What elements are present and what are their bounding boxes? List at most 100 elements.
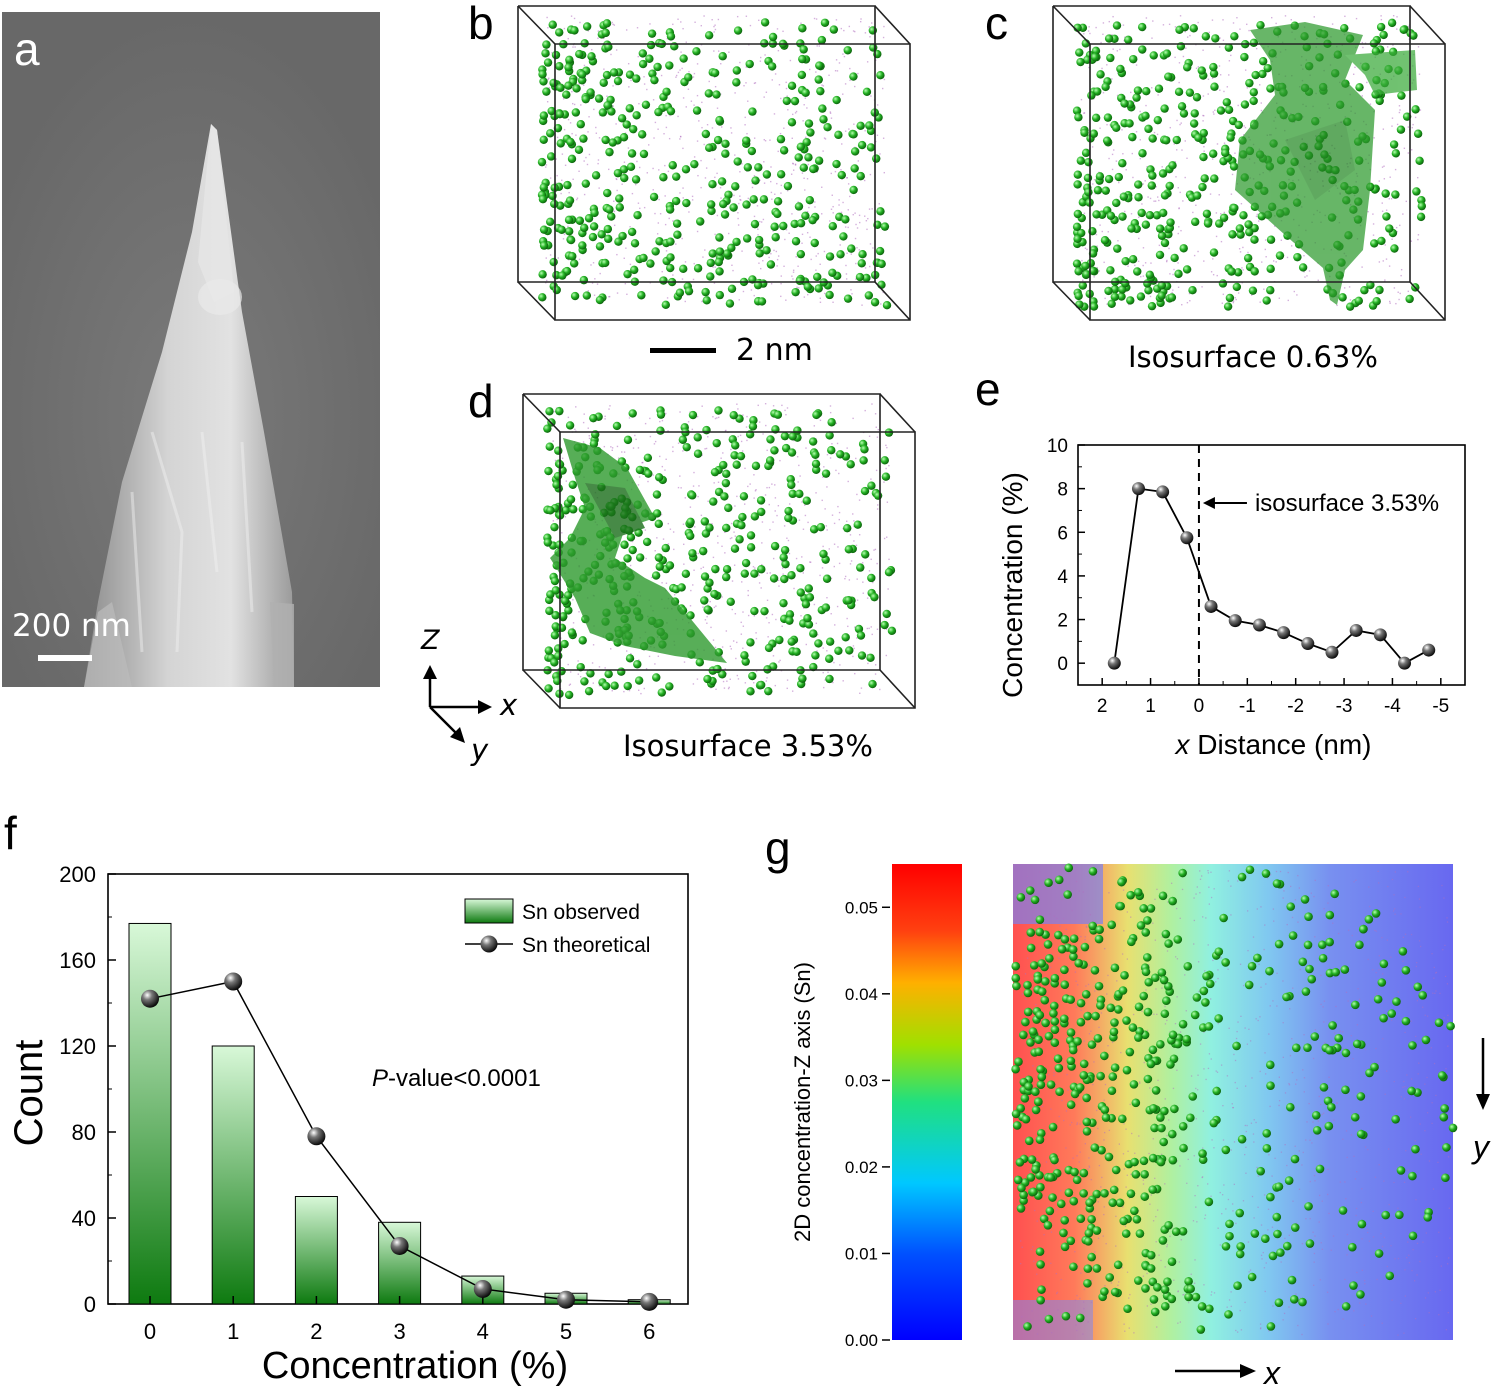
- purple-dot: [1175, 176, 1177, 178]
- purple-dot: [683, 563, 685, 565]
- sn-atom: [825, 252, 835, 261]
- sn-atom: [599, 78, 608, 87]
- purple-dot: [826, 486, 828, 488]
- purple-dot: [1196, 1089, 1199, 1091]
- sn-atom: [825, 431, 834, 440]
- purple-dot: [1355, 1207, 1358, 1210]
- purple-dot: [1263, 1194, 1266, 1196]
- purple-dot: [1393, 1181, 1395, 1184]
- purple-dot: [687, 421, 690, 423]
- sn-atom: [625, 654, 635, 663]
- sn-atom: [619, 133, 629, 142]
- purple-dot: [867, 217, 869, 220]
- sn-atom: [722, 249, 732, 258]
- purple-dot: [1250, 1122, 1253, 1124]
- purple-dot: [1033, 1260, 1035, 1262]
- purple-dot: [572, 178, 574, 181]
- purple-dot: [796, 286, 798, 288]
- purple-dot: [1080, 935, 1082, 938]
- purple-dot: [1272, 908, 1275, 910]
- y-tick-label: 4: [1057, 567, 1068, 588]
- sn-atom: [1113, 244, 1122, 253]
- purple-dot: [1166, 1245, 1168, 1248]
- sn-atom: [1133, 1276, 1143, 1285]
- purple-dot: [692, 76, 695, 78]
- sn-atom: [841, 215, 850, 224]
- purple-dot: [1197, 1185, 1199, 1187]
- sn-atom: [1391, 149, 1401, 158]
- sn-atom: [1366, 280, 1375, 290]
- sn-atom: [569, 505, 578, 514]
- sn-atom: [1218, 279, 1228, 288]
- purple-dot: [1386, 939, 1388, 941]
- data-point: [1301, 637, 1315, 651]
- purple-dot: [1292, 987, 1294, 989]
- sn-atom: [754, 163, 763, 172]
- purple-dot: [847, 226, 849, 229]
- purple-dot: [1227, 1198, 1230, 1201]
- purple-dot: [1031, 1310, 1033, 1312]
- purple-dot: [1115, 1215, 1117, 1218]
- sn-atom: [713, 664, 722, 674]
- purple-dot: [1418, 940, 1421, 942]
- purple-dot: [596, 283, 599, 285]
- sn-atom: [1021, 1017, 1030, 1027]
- sn-atom: [665, 205, 675, 214]
- purple-dot: [720, 126, 723, 128]
- purple-dot: [1345, 1130, 1348, 1132]
- purple-dot: [1244, 1085, 1247, 1087]
- sn-atom: [1196, 1325, 1206, 1334]
- purple-dot: [1173, 1279, 1175, 1281]
- purple-dot: [1228, 60, 1231, 62]
- purple-dot: [1265, 1262, 1267, 1264]
- purple-dot: [640, 692, 642, 695]
- sn-atom: [1122, 1065, 1132, 1075]
- sn-atom: [1100, 1105, 1110, 1115]
- purple-dot: [714, 28, 717, 31]
- purple-dot: [700, 514, 703, 517]
- sn-atom: [1131, 1098, 1141, 1108]
- purple-dot: [813, 425, 816, 427]
- purple-dot: [801, 242, 803, 244]
- purple-dot: [1043, 916, 1045, 918]
- purple-dot: [598, 137, 601, 139]
- purple-dot: [742, 647, 744, 649]
- purple-dot: [1087, 1168, 1089, 1170]
- sn-atom: [1045, 954, 1054, 963]
- purple-dot: [1187, 1301, 1190, 1304]
- sn-atom: [1385, 1271, 1395, 1281]
- sn-atom: [811, 465, 821, 474]
- purple-dot: [769, 139, 771, 141]
- panel-b-atom-map: [517, 5, 911, 321]
- sn-atom: [1072, 222, 1082, 231]
- theoretical-point: [224, 972, 243, 991]
- purple-dot: [727, 687, 730, 690]
- sn-atom: [1356, 1129, 1366, 1139]
- purple-dot: [1106, 64, 1108, 66]
- sn-atom: [598, 108, 608, 117]
- purple-dot: [1103, 1139, 1105, 1141]
- purple-dot: [777, 49, 780, 52]
- sn-atom: [1116, 901, 1125, 911]
- purple-dot: [1036, 1273, 1038, 1275]
- purple-dot: [1302, 1151, 1304, 1154]
- purple-dot: [588, 116, 590, 118]
- purple-dot: [1242, 246, 1244, 249]
- purple-dot: [664, 469, 666, 471]
- sn-atom: [1066, 1056, 1076, 1066]
- sn-atom: [576, 120, 585, 129]
- purple-dot: [1242, 269, 1244, 271]
- sn-atom: [1175, 25, 1184, 35]
- purple-dot: [652, 99, 655, 101]
- sn-atom: [850, 164, 859, 173]
- sn-atom: [1072, 106, 1082, 115]
- sn-atom: [1408, 1171, 1417, 1181]
- purple-dot: [1268, 1330, 1270, 1332]
- sn-atom: [796, 588, 805, 597]
- sn-atom: [823, 123, 832, 132]
- purple-dot: [564, 516, 567, 518]
- sn-atom: [1114, 172, 1124, 182]
- purple-dot: [855, 544, 858, 547]
- sn-atom: [1365, 1068, 1374, 1078]
- purple-dot: [829, 112, 832, 114]
